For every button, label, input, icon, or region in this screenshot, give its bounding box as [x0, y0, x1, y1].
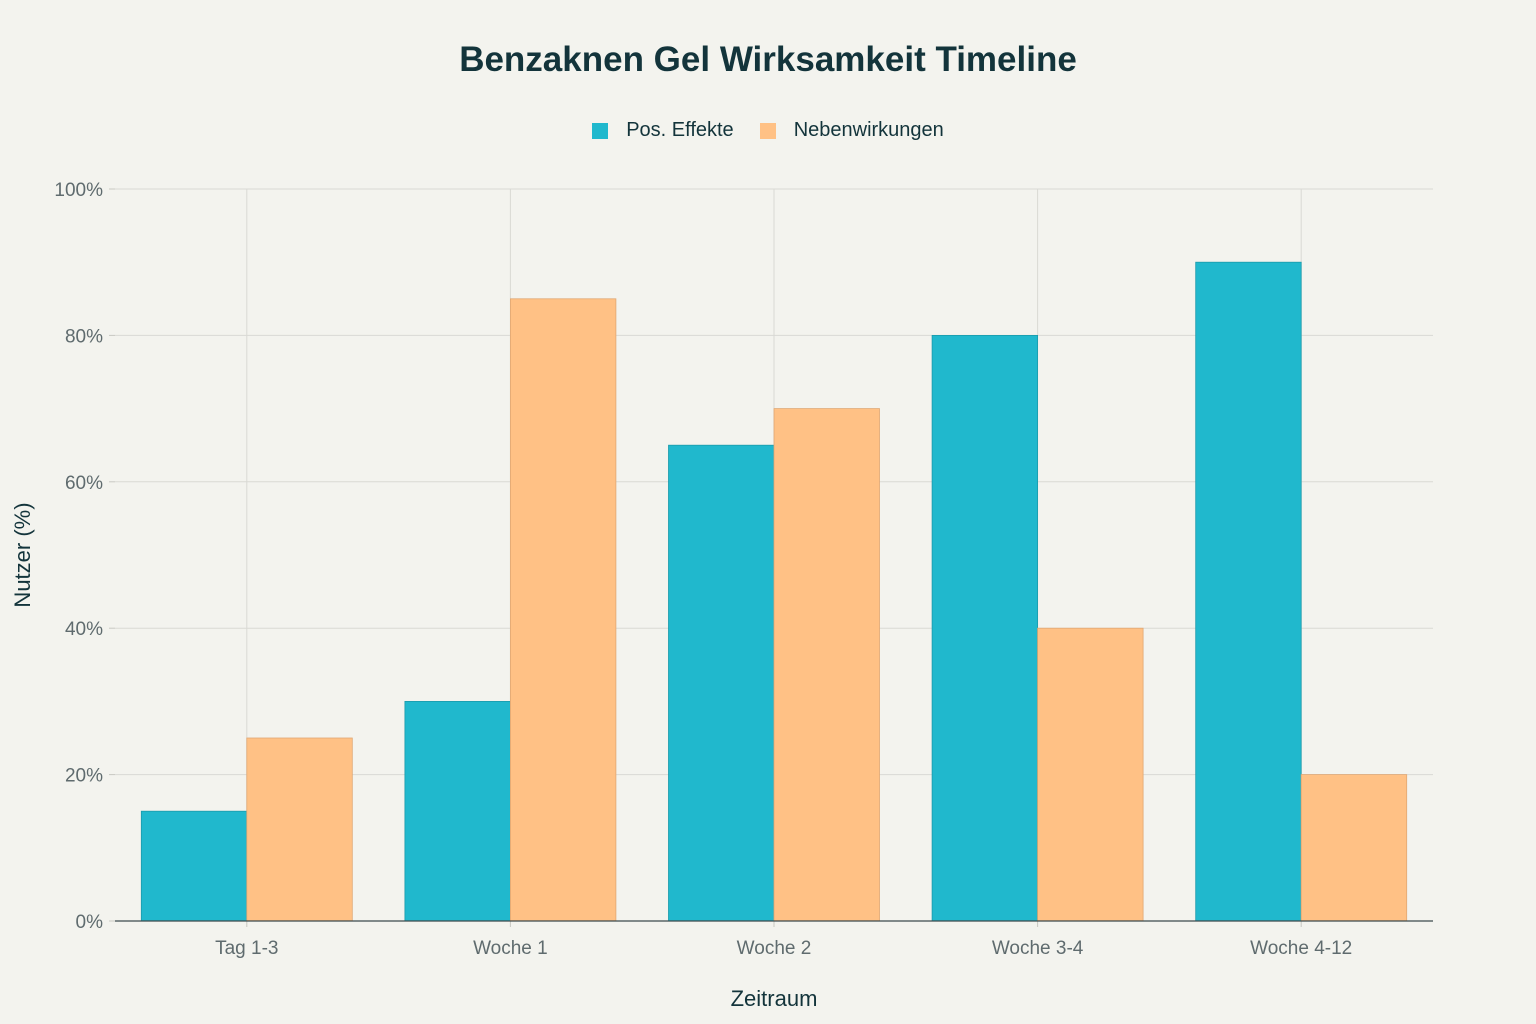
legend-label-pos-effekte: Pos. Effekte — [626, 119, 734, 141]
bar-pos-effekte — [404, 701, 511, 922]
y-axis-title: Nutzer (%) — [10, 502, 35, 607]
y-tick-label: 20% — [65, 766, 103, 787]
x-tick-label: Woche 2 — [737, 938, 812, 959]
legend-item-pos-effekte[interactable]: Pos. Effekte — [592, 119, 734, 142]
y-tick-label: 100% — [54, 180, 103, 201]
y-tick-label: 0% — [76, 912, 104, 933]
y-tick-label: 40% — [65, 619, 103, 640]
bar-pos-effekte — [140, 810, 248, 922]
bar-pos-effekte — [668, 444, 775, 922]
bar-nebenwirkungen — [1037, 627, 1144, 922]
axes: 0% 20% 40% 60% 80% 100% Tag 1-3 Woche 1 Woche 2 W… — [54, 180, 1433, 959]
chart-title: Benzaknen Gel Wirksamkeit Timeline — [459, 40, 1077, 79]
legend-swatch-nebenwirkungen — [759, 122, 776, 139]
legend-item-nebenwirkungen[interactable]: Nebenwirkungen — [759, 119, 944, 142]
chart-legend: Pos. Effekte Nebenwirkungen — [0, 119, 1536, 142]
bars — [140, 261, 1408, 922]
x-tick-label: Woche 3-4 — [992, 938, 1084, 959]
legend-label-nebenwirkungen: Nebenwirkungen — [793, 119, 944, 141]
legend-swatch-pos-effekte — [592, 122, 609, 139]
x-tick-label: Tag 1-3 — [215, 938, 278, 959]
y-tick-label: 60% — [65, 473, 103, 494]
x-axis-title: Zeitraum — [731, 986, 818, 1011]
y-tick-label: 80% — [65, 326, 103, 347]
bar-pos-effekte — [1195, 261, 1302, 922]
bar-nebenwirkungen — [246, 737, 353, 922]
x-tick-label: Woche 4-12 — [1250, 938, 1352, 959]
x-tick-label: Woche 1 — [473, 938, 548, 959]
bar-nebenwirkungen — [1300, 774, 1408, 922]
bar-nebenwirkungen — [509, 298, 617, 922]
bar-nebenwirkungen — [773, 408, 880, 922]
bar-pos-effekte — [931, 334, 1038, 922]
